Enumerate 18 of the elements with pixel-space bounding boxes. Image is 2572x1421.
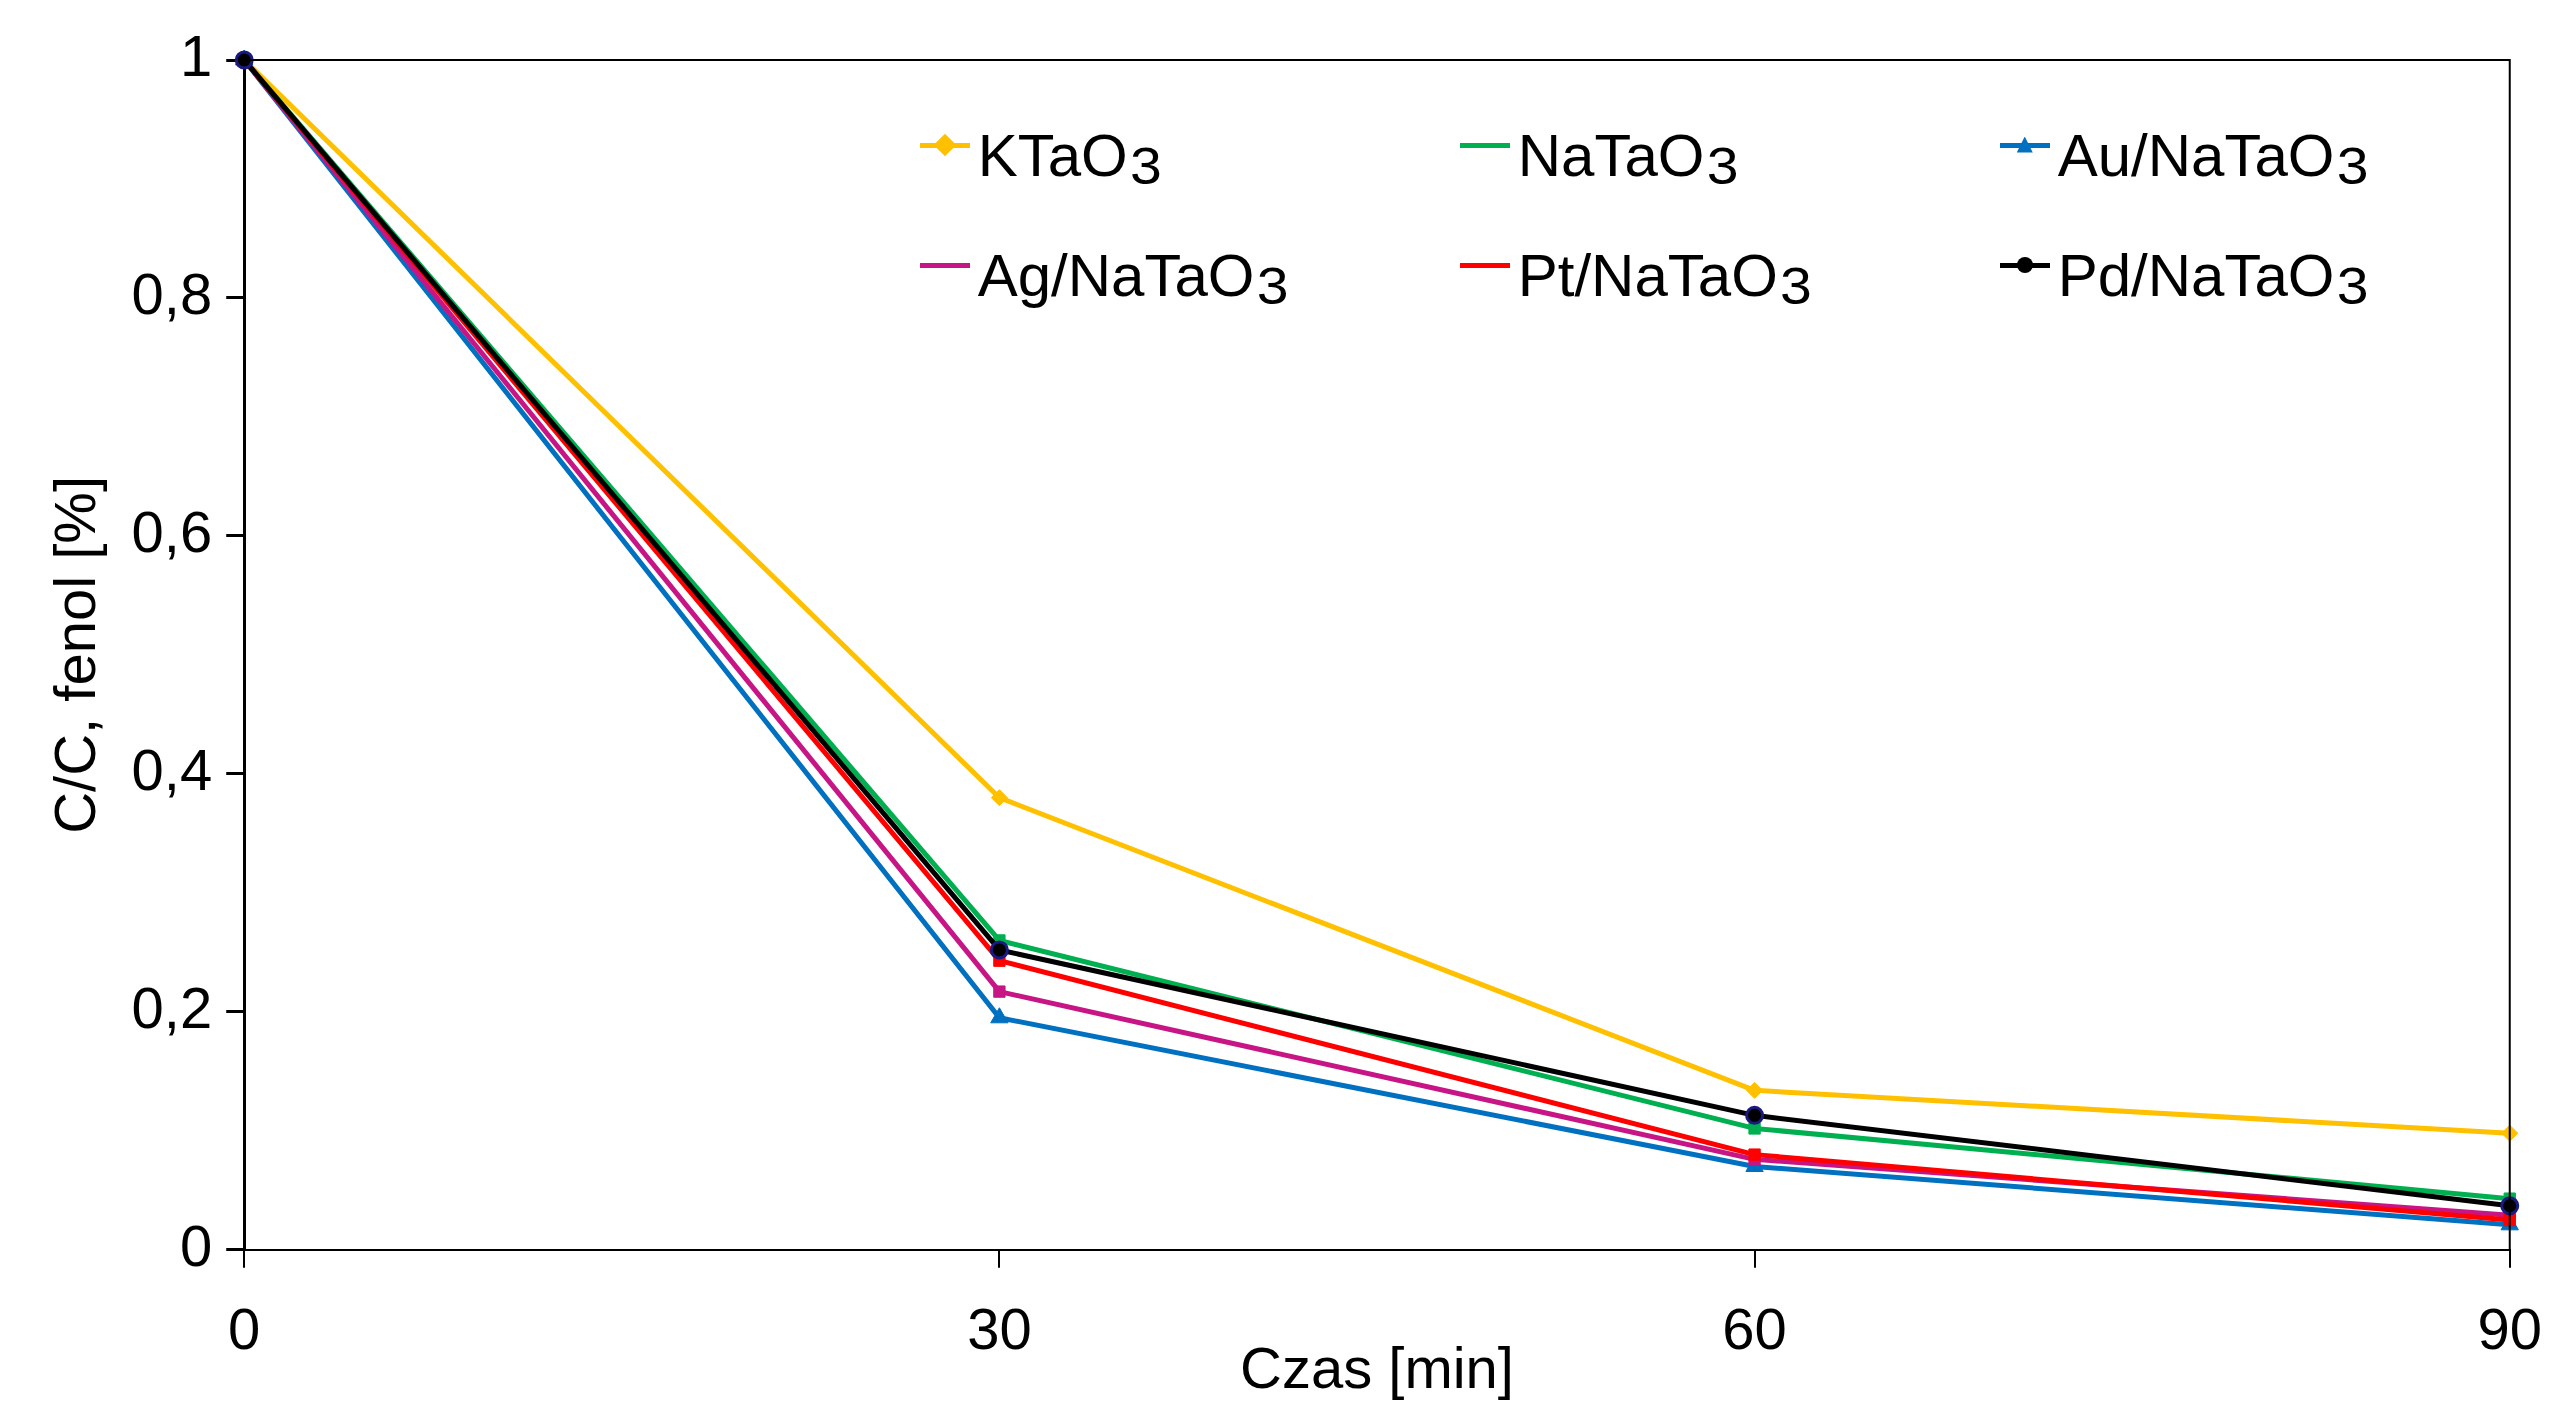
- x-tick-label: 90: [2477, 1295, 2542, 1361]
- legend-label: Pd/NaTaO₃: [2057, 215, 2372, 315]
- x-tick-label: 0: [228, 1295, 261, 1361]
- y-tick-label: 0,2: [131, 974, 213, 1040]
- y-tick-label: 0: [179, 1212, 213, 1278]
- y-tick-label: 0,8: [131, 260, 213, 326]
- legend-label: KTaO₃: [977, 95, 1165, 195]
- legend-label: Au/NaTaO₃: [2057, 95, 2372, 195]
- y-axis-title: C/C, fenol [%]: [41, 475, 107, 834]
- y-tick-label: 0,4: [131, 736, 213, 802]
- legend-label: Ag/NaTaO₃: [977, 215, 1292, 315]
- x-tick-label: 30: [967, 1295, 1032, 1361]
- legend-label: NaTaO₃: [1517, 95, 1742, 195]
- y-tick-label: 1: [179, 23, 213, 88]
- legend-label: Pt/NaTaO₃: [1517, 215, 1815, 315]
- y-tick-label: 0,6: [131, 498, 213, 564]
- x-tick-label: 60: [1722, 1295, 1787, 1361]
- x-axis-title: Czas [min]: [1240, 1335, 1514, 1401]
